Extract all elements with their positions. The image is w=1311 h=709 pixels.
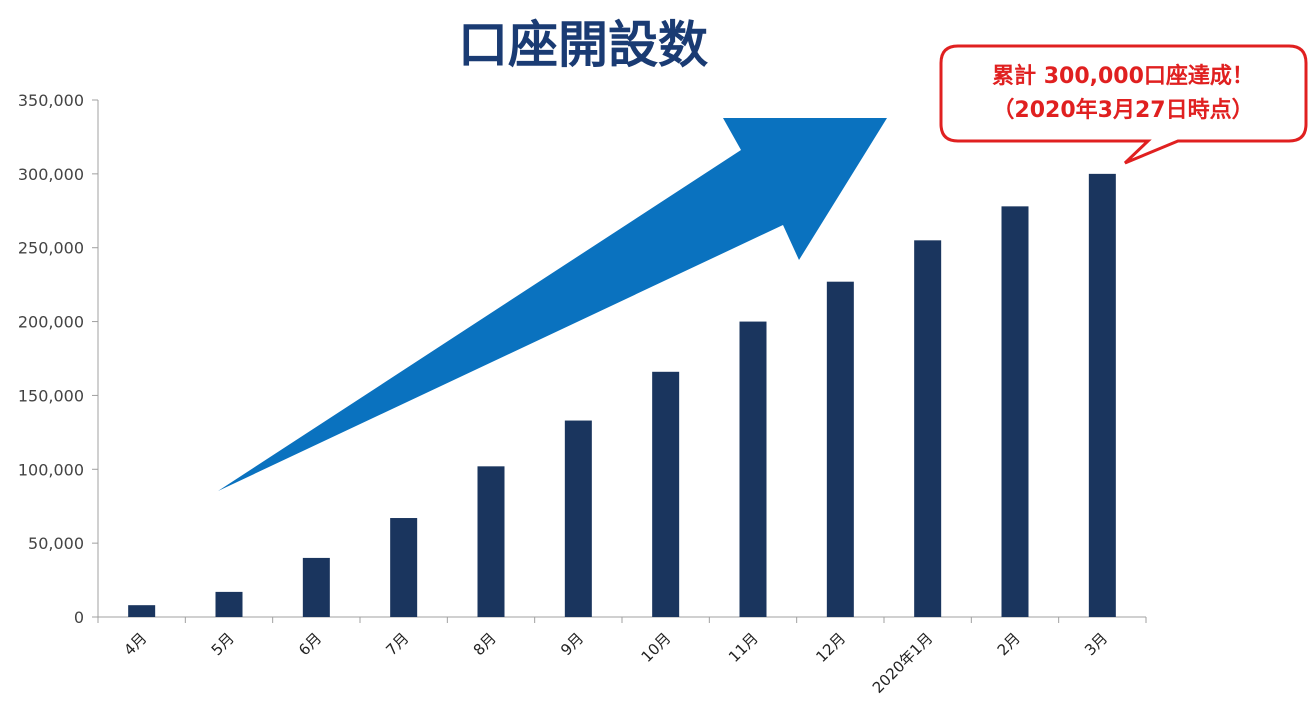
bar [564,420,592,617]
y-tick-label: 0 [74,608,84,627]
y-tick-label: 300,000 [18,165,84,184]
y-tick-label: 150,000 [18,386,84,405]
y-tick-label: 100,000 [18,460,84,479]
y-tick-label: 50,000 [28,534,84,553]
bar [826,281,854,617]
x-tick-label: 2月 [994,629,1024,659]
trend-arrow-icon [218,118,887,491]
callout-shape [939,44,1308,165]
callout-line-2: （2020年3月27日時点） [992,97,1253,123]
bars [128,173,1116,618]
x-tick-label: 6月 [295,629,325,659]
x-tick-label: 10月 [638,629,675,666]
callout-line-1: 累計 300,000口座達成！ [992,63,1254,89]
x-tick-label: 9月 [557,629,587,659]
x-tick-label: 12月 [812,629,849,666]
bar [1088,173,1116,617]
y-tick-label: 350,000 [18,91,84,110]
y-tick-label: 200,000 [18,313,84,332]
x-tick-label: 4月 [120,629,150,659]
axes [92,99,1147,623]
bar [739,321,767,617]
bar [390,518,418,617]
bar [652,371,680,617]
x-tick-label: 7月 [382,629,412,659]
x-tick-label: 8月 [470,629,500,659]
bar [302,557,330,617]
x-tick-label: 11月 [725,629,762,666]
bar [914,240,942,618]
y-tick-label: 250,000 [18,239,84,258]
tick-labels: 0 50,000 100,000 150,000 200,000 250,000 300,0… [18,91,1111,697]
bar [128,605,156,617]
bar [1001,206,1029,617]
x-tick-label: 2020年1月 [869,629,937,697]
bar [477,466,505,617]
callout-bubble: 累計 300,000口座達成！ （2020年3月27日時点） [939,44,1308,165]
bar [215,591,243,617]
x-tick-label: 5月 [208,629,238,659]
page-title: 口座開設数 [458,16,708,74]
x-tick-label: 3月 [1081,629,1111,659]
